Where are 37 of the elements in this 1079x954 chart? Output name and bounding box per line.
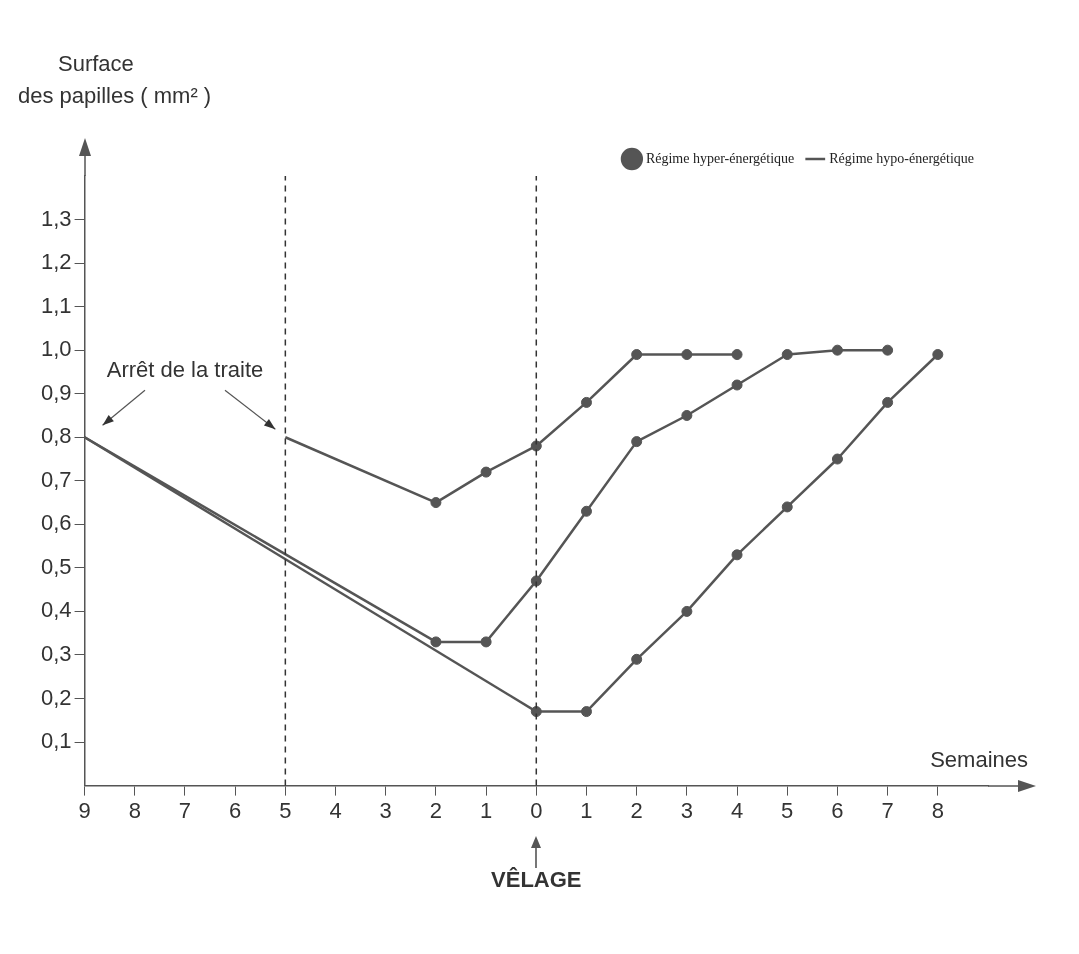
y-tick-label: 0,4 <box>40 597 72 623</box>
x-tick-label: 4 <box>730 797 744 823</box>
y-tick-label: 0,9 <box>40 379 72 405</box>
x-tick-label: 0 <box>530 797 543 823</box>
x-tick-label: 1 <box>479 797 493 823</box>
x-tick-label: 5 <box>781 797 794 823</box>
y-tick-label: 0,7 <box>40 466 72 492</box>
x-tick-label: 1 <box>580 797 593 823</box>
legend-label: Régime hyper-énergétique <box>645 150 795 166</box>
y-tick-label: 1,1 <box>40 292 72 318</box>
x-tick-label: 6 <box>229 797 242 823</box>
x-axis-title: Semaines <box>930 746 1028 772</box>
legend-label: Régime hypo-énergétique <box>829 150 975 166</box>
x-tick-label: 8 <box>931 797 944 823</box>
y-tick-label: 1,2 <box>40 249 72 275</box>
x-tick-label: 4 <box>329 797 342 823</box>
y-tick-label: 1,3 <box>40 205 72 231</box>
x-tick-label: 8 <box>128 797 141 823</box>
y-tick-label: 0,3 <box>40 641 72 667</box>
y-tick-label: 0,1 <box>40 728 72 754</box>
x-tick-label: 2 <box>630 797 643 823</box>
y-axis-title: Surface des papilles ( mm² ) <box>18 51 212 109</box>
text: VÊLAGE <box>491 866 582 892</box>
x-tick-label: 6 <box>831 797 844 823</box>
x-tick-label: 5 <box>279 797 292 823</box>
y-tick-label: 0,2 <box>40 684 72 710</box>
x-tick-label: 9 <box>78 797 91 823</box>
annotation: Arrêt de la traite <box>106 357 264 383</box>
x-tick-label: 3 <box>680 797 693 823</box>
x-tick-label: 2 <box>429 797 443 823</box>
y-tick-label: 0,8 <box>40 423 72 449</box>
y-tick-label: 0,6 <box>40 510 72 536</box>
x-tick-label: 7 <box>178 797 192 823</box>
x-tick-label: 3 <box>379 797 392 823</box>
y-tick-label: 1,0 <box>40 336 72 362</box>
y-tick-label: 0,5 <box>40 553 72 579</box>
x-tick-label: 7 <box>881 797 894 823</box>
